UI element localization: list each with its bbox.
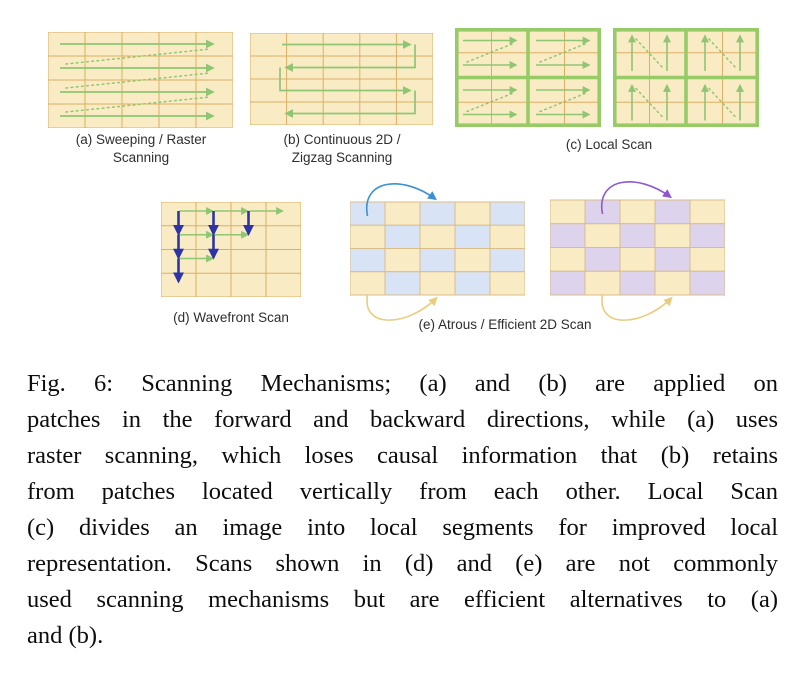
panel-a-raster-grid xyxy=(48,32,233,128)
figure-caption: Fig. 6: Scanning Mechanisms; (a) and (b)… xyxy=(27,366,778,654)
panel-d-wavefront-grid xyxy=(161,202,301,297)
caption-line: raster scanning, which loses causal info… xyxy=(27,442,778,469)
panel-b-label: (b) Continuous 2D / Zigzag Scanning xyxy=(234,131,450,166)
panel-c-label: (c) Local Scan xyxy=(565,137,653,152)
caption-line: (c) divides an image into local segments… xyxy=(27,514,778,541)
caption-line: representation. Scans shown in (d) and (… xyxy=(27,550,778,577)
panel-e-label: (e) Atrous / Efficient 2D Scan xyxy=(418,317,592,332)
caption-line: used scanning mechanisms but are efficie… xyxy=(27,586,778,613)
panel-e-checkerboard-purple xyxy=(550,168,725,338)
panel-d-label: (d) Wavefront Scan xyxy=(173,310,289,325)
panel-a-label-line1: (a) Sweeping / Raster xyxy=(75,132,207,147)
panel-b-zigzag-grid xyxy=(250,33,433,125)
panel-b-label-line1: (b) Continuous 2D / xyxy=(283,132,401,147)
caption-line: patches in the forward and backward dire… xyxy=(27,406,778,433)
panel-a-label: (a) Sweeping / Raster Scanning xyxy=(33,131,249,166)
panel-e-checkerboard-blue xyxy=(350,168,525,338)
panel-a-label-line2: Scanning xyxy=(112,149,170,165)
caption-line: and (b). xyxy=(27,622,104,649)
caption-line: from patches located vertically from eac… xyxy=(27,478,778,505)
panel-c-local-grid-vertical xyxy=(613,28,759,127)
panel-c-local-grid-horizontal xyxy=(455,28,601,127)
panel-b-label-line2: Zigzag Scanning xyxy=(291,149,393,165)
caption-line: Fig. 6: Scanning Mechanisms; (a) and (b)… xyxy=(27,370,778,397)
